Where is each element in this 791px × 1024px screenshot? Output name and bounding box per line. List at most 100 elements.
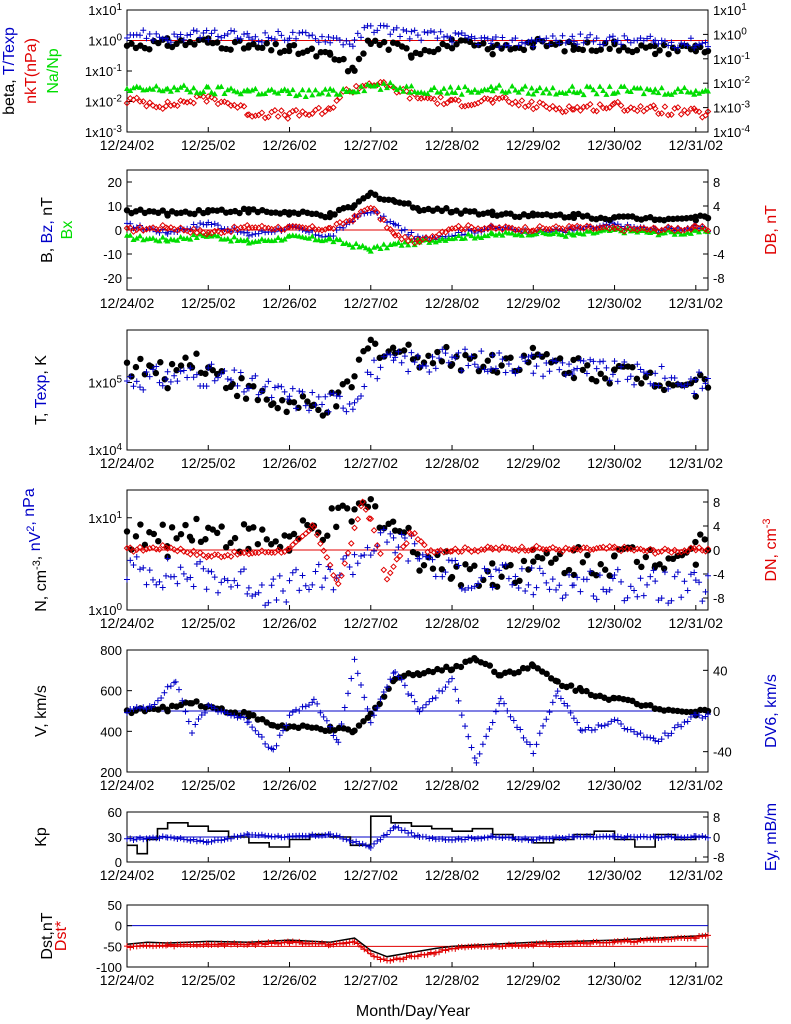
data-point (309, 32, 316, 39)
data-point (193, 371, 200, 378)
data-point (489, 87, 496, 94)
data-point (464, 222, 472, 229)
data-point (430, 95, 438, 103)
data-point (570, 232, 577, 238)
data-point (299, 86, 306, 93)
data-point (593, 35, 600, 42)
data-point (705, 228, 711, 235)
data-point (542, 546, 550, 553)
data-point (214, 100, 222, 108)
data-point (452, 945, 459, 952)
data-point (458, 367, 465, 374)
data-point (190, 547, 197, 555)
data-point (228, 238, 235, 244)
data-point (203, 383, 210, 390)
data-point (349, 217, 357, 225)
data-point (642, 702, 650, 709)
data-point (237, 90, 244, 97)
data-point (509, 581, 516, 588)
data-point (289, 541, 297, 549)
data-point (457, 582, 465, 589)
data-point (306, 229, 313, 236)
data-point (549, 357, 556, 364)
data-point (126, 544, 134, 552)
x-tick-label: 12/30/02 (587, 455, 642, 471)
data-point (618, 363, 625, 370)
data-point (319, 940, 326, 947)
data-point (461, 225, 469, 233)
data-point (393, 555, 401, 563)
data-point (401, 682, 408, 689)
data-point (124, 377, 130, 384)
data-point (310, 696, 317, 703)
data-point (617, 547, 625, 555)
data-point (403, 87, 410, 95)
data-point (128, 40, 135, 47)
data-point (190, 374, 197, 381)
data-point (157, 359, 164, 366)
data-point (660, 41, 668, 49)
data-point (579, 366, 587, 374)
data-point (137, 222, 144, 229)
series-dn (123, 498, 712, 588)
data-point (156, 229, 163, 236)
data-point (384, 23, 391, 30)
data-point (393, 24, 400, 31)
data-point (528, 352, 535, 359)
y-right-tick-label: 8 (713, 810, 720, 825)
data-point (418, 37, 425, 44)
data-point (447, 96, 454, 104)
data-point (149, 224, 157, 231)
data-point (637, 545, 644, 553)
data-point (434, 547, 441, 555)
data-point (299, 393, 307, 400)
data-point (275, 940, 282, 947)
data-point (330, 572, 337, 579)
data-point (647, 86, 654, 93)
data-point (650, 224, 657, 232)
data-point (624, 594, 631, 601)
data-point (593, 571, 600, 579)
data-point (411, 698, 418, 705)
data-point (314, 700, 321, 707)
data-point (570, 356, 577, 364)
data-point (408, 54, 415, 61)
data-point (284, 115, 292, 122)
data-point (570, 366, 577, 373)
data-point (495, 224, 503, 231)
x-tick-label: 12/26/02 (262, 455, 317, 471)
data-point (439, 573, 446, 580)
data-point (164, 384, 171, 392)
data-point (276, 732, 283, 739)
data-point (140, 836, 147, 843)
data-point (448, 360, 456, 368)
y-left-label: T, Texp, K (33, 355, 50, 425)
data-point (445, 836, 452, 843)
data-point (200, 565, 207, 572)
y-left-tick-label: 1x105 (88, 375, 122, 391)
data-point (155, 39, 162, 47)
data-point (254, 540, 262, 548)
data-point (127, 373, 134, 380)
data-point (358, 34, 365, 41)
data-point (411, 359, 418, 366)
data-point (579, 559, 587, 566)
data-point (349, 571, 356, 578)
data-point (205, 702, 212, 709)
data-point (580, 358, 587, 365)
data-point (193, 838, 200, 845)
data-point (505, 575, 512, 582)
data-point (241, 388, 248, 395)
data-point (627, 88, 634, 94)
data-point (492, 85, 499, 91)
data-point (208, 361, 215, 368)
data-point (367, 248, 374, 254)
data-point (529, 546, 537, 553)
data-point (191, 41, 198, 48)
y-right-tick-label: 8 (713, 495, 720, 510)
data-point (151, 701, 158, 708)
data-point (429, 565, 437, 572)
data-point (367, 710, 374, 718)
data-point (405, 524, 412, 532)
data-point (411, 540, 418, 547)
